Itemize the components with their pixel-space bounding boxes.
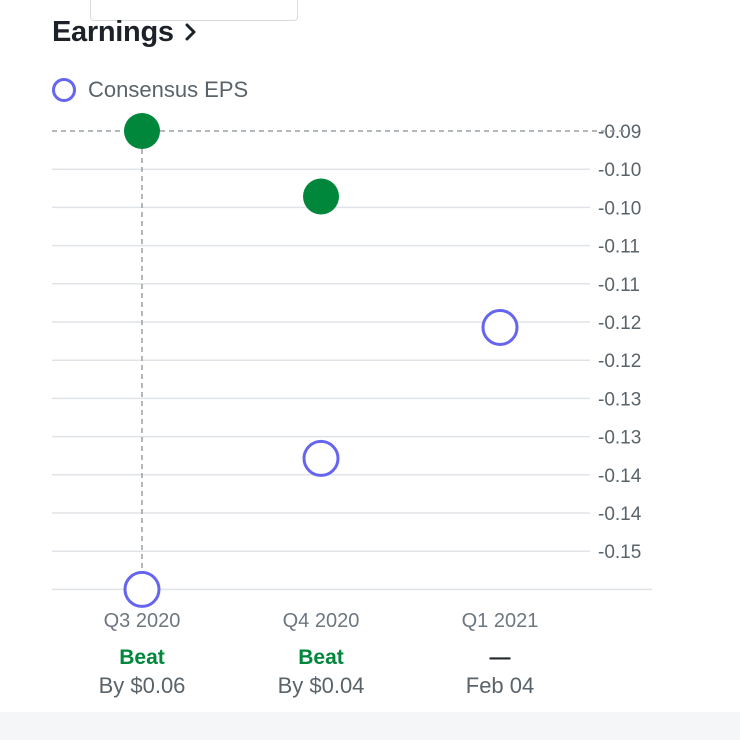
result-detail-label: By $0.06 bbox=[99, 673, 186, 698]
section-title: Earnings bbox=[52, 15, 174, 48]
y-tick-label: -0.15 bbox=[598, 542, 641, 563]
legend-label: Consensus EPS bbox=[88, 77, 249, 102]
y-tick-label: -0.09 bbox=[598, 122, 641, 143]
earnings-header-link[interactable]: Earnings bbox=[52, 12, 198, 52]
result-detail-label: Feb 04 bbox=[466, 673, 535, 698]
y-tick-label: -0.14 bbox=[598, 504, 642, 525]
result-status-label: Beat bbox=[298, 646, 344, 669]
chevron-right-icon bbox=[185, 23, 196, 41]
result-detail-label: By $0.04 bbox=[278, 673, 365, 698]
y-tick-label: -0.13 bbox=[598, 428, 641, 449]
x-category-label: Q4 2020 bbox=[283, 610, 360, 632]
actual-eps-point[interactable] bbox=[124, 113, 160, 149]
y-tick-label: -0.10 bbox=[598, 160, 641, 181]
y-tick-label: -0.12 bbox=[598, 313, 641, 334]
y-tick-label: -0.13 bbox=[598, 389, 641, 410]
consensus-eps-point[interactable] bbox=[302, 439, 340, 477]
chart-legend: Consensus EPS bbox=[52, 74, 248, 106]
result-status-label: — bbox=[490, 646, 511, 669]
x-category-label: Q1 2021 bbox=[462, 610, 539, 632]
y-tick-label: -0.14 bbox=[598, 466, 642, 487]
result-status-label: Beat bbox=[119, 646, 165, 669]
y-tick-label: -0.10 bbox=[598, 198, 641, 219]
bottom-strip bbox=[0, 712, 740, 740]
y-tick-label: -0.11 bbox=[598, 275, 640, 296]
y-tick-label: -0.11 bbox=[598, 237, 640, 258]
consensus-eps-point[interactable] bbox=[481, 308, 519, 346]
y-tick-label: -0.12 bbox=[598, 351, 641, 372]
consensus-eps-point[interactable] bbox=[123, 570, 161, 608]
legend-hollow-circle-icon bbox=[52, 78, 76, 102]
top-panel-edge bbox=[90, 0, 298, 21]
x-category-label: Q3 2020 bbox=[104, 610, 181, 632]
actual-eps-point[interactable] bbox=[303, 178, 339, 215]
